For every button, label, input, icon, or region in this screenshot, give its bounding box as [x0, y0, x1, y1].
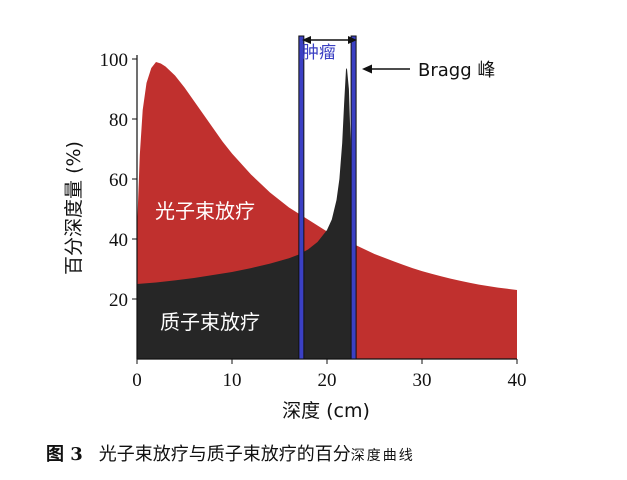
figure-caption: 图 3 光子束放疗与质子束放疗的百分深度曲线	[46, 440, 415, 466]
y-tick-label: 80	[109, 110, 128, 131]
bragg-arrow	[362, 64, 410, 74]
tumor-label: 肿瘤	[302, 43, 336, 63]
axes	[132, 55, 518, 364]
photon-series-label: 光子束放疗	[155, 199, 255, 223]
x-axis-label: 深度 (cm)	[282, 400, 370, 422]
y-tick-label: 40	[109, 230, 128, 251]
x-tick-label: 20	[318, 370, 337, 391]
x-tick-label: 0	[132, 370, 142, 391]
bragg-peak-label: Bragg 峰	[418, 60, 495, 81]
tumor-boundary-line	[350, 35, 357, 360]
y-tick-label: 20	[109, 290, 128, 311]
figure-number: 图 3	[46, 444, 83, 465]
tick-labels: 0 10 20 30 40 20 40 60 80 100	[100, 50, 527, 391]
caption-text-small: 深度曲线	[350, 448, 415, 464]
tumor-band	[298, 35, 357, 360]
x-tick-label: 10	[223, 370, 242, 391]
proton-series-label: 质子束放疗	[160, 310, 260, 334]
tumor-boundary-line	[298, 35, 305, 360]
x-tick-label: 40	[508, 370, 527, 391]
tumor-width-arrow	[302, 36, 357, 44]
x-tick-label: 30	[413, 370, 432, 391]
y-tick-label: 100	[100, 50, 129, 71]
caption-text: 光子束放疗与质子束放疗的百分	[98, 444, 351, 465]
y-tick-label: 60	[109, 170, 128, 191]
y-axis-label: 百分深度量 (%)	[63, 141, 85, 275]
dose-depth-chart: 0 10 20 30 40 20 40 60 80 100 光子束放疗 质子束放疗 肿瘤 Brag…	[63, 35, 527, 422]
